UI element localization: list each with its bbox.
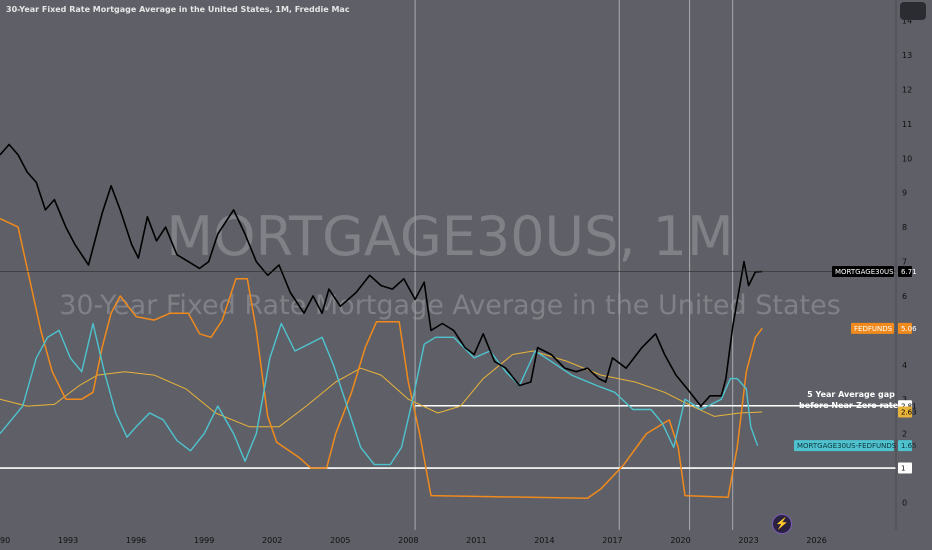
mortgage-label: MORTGAGE30US (835, 268, 894, 276)
avg-2-63-value: 2.63 (901, 408, 917, 416)
gap-annotation: 5 Year Average gap before Near-Zero rate… (799, 390, 903, 410)
series-line-spread (0, 322, 759, 466)
x-tick-label: 1996 (126, 536, 146, 545)
series-tags: MORTGAGE30US 6.71 FEDFUNDS 5.06 MORTGAGE30US… (794, 266, 917, 474)
x-tick-label: 2020 (670, 536, 690, 545)
avg-2-63-box (898, 406, 912, 418)
x-tick-label: 1990 (0, 536, 10, 545)
fedfunds-tag (851, 322, 894, 334)
series-lines (0, 143, 763, 500)
tradingview-logo-icon[interactable]: ⚡ (772, 514, 792, 534)
annotation-line1: 5 Year Average gap (807, 390, 895, 399)
spread-tag (794, 440, 894, 452)
y-tick-label: 3 (902, 395, 907, 404)
x-tick-label: 2026 (806, 536, 826, 545)
x-tick-label: 1993 (58, 536, 78, 545)
x-tick-label: 2002 (262, 536, 282, 545)
y-tick-label: 2 (902, 430, 907, 439)
y-tick-label: 11 (902, 120, 912, 129)
watermark-symbol: MORTGAGE30US, 1M (166, 205, 733, 268)
fedfunds-value: 5.06 (901, 325, 917, 333)
spread-value: 1.65 (901, 442, 917, 450)
x-tick-label: 2023 (738, 536, 758, 545)
mortgage-box (898, 266, 912, 278)
x-tick-label: 2017 (602, 536, 622, 545)
time-axis[interactable]: 1990 1993 1996 1999 2002 2005 2008 2011 2014 2017… (0, 536, 827, 545)
y-tick-label: 10 (902, 154, 912, 163)
x-tick-label: 2014 (534, 536, 554, 545)
mortgage-value: 6.71 (901, 268, 917, 276)
event-vlines (414, 0, 734, 530)
spread-label: MORTGAGE30US-FEDFUNDS (797, 442, 897, 450)
x-tick-label: 2008 (398, 536, 418, 545)
level-1-value: 1 (901, 465, 905, 473)
mortgage-tag (832, 266, 894, 278)
y-tick-label: 9 (902, 189, 907, 198)
annotation-line2: before Near-Zero rates (799, 401, 903, 410)
y-tick-label: 6 (902, 292, 907, 301)
chart-title: 30-Year Fixed Rate Mortgage Average in t… (6, 5, 350, 14)
series-line-mortgage (0, 143, 763, 407)
series-line-average (0, 350, 763, 428)
price-axis[interactable]: 01234567891011121314 (902, 17, 912, 508)
y-tick-label: 4 (902, 361, 907, 370)
spread-box (898, 440, 912, 452)
y-tick-label: 12 (902, 85, 912, 94)
y-tick-label: 14 (902, 17, 912, 26)
x-tick-label: 1999 (194, 536, 214, 545)
settings-box-icon[interactable] (900, 2, 926, 20)
y-tick-label: 8 (902, 223, 907, 232)
y-tick-label: 0 (902, 498, 907, 507)
horizontal-levels (0, 404, 896, 469)
fedfunds-label: FEDFUNDS (854, 325, 893, 333)
fedfunds-box (898, 322, 912, 334)
series-line-fedfunds (0, 217, 763, 500)
level-2-81-value: 2.81 (901, 402, 917, 410)
level-1-box (898, 462, 912, 474)
watermark-description: 30-Year Fixed Rate Mortgage Average in t… (59, 290, 841, 321)
y-tick-label: 7 (902, 258, 907, 267)
x-tick-label: 2011 (466, 536, 486, 545)
y-tick-label: 13 (902, 51, 912, 60)
x-tick-label: 2005 (330, 536, 350, 545)
